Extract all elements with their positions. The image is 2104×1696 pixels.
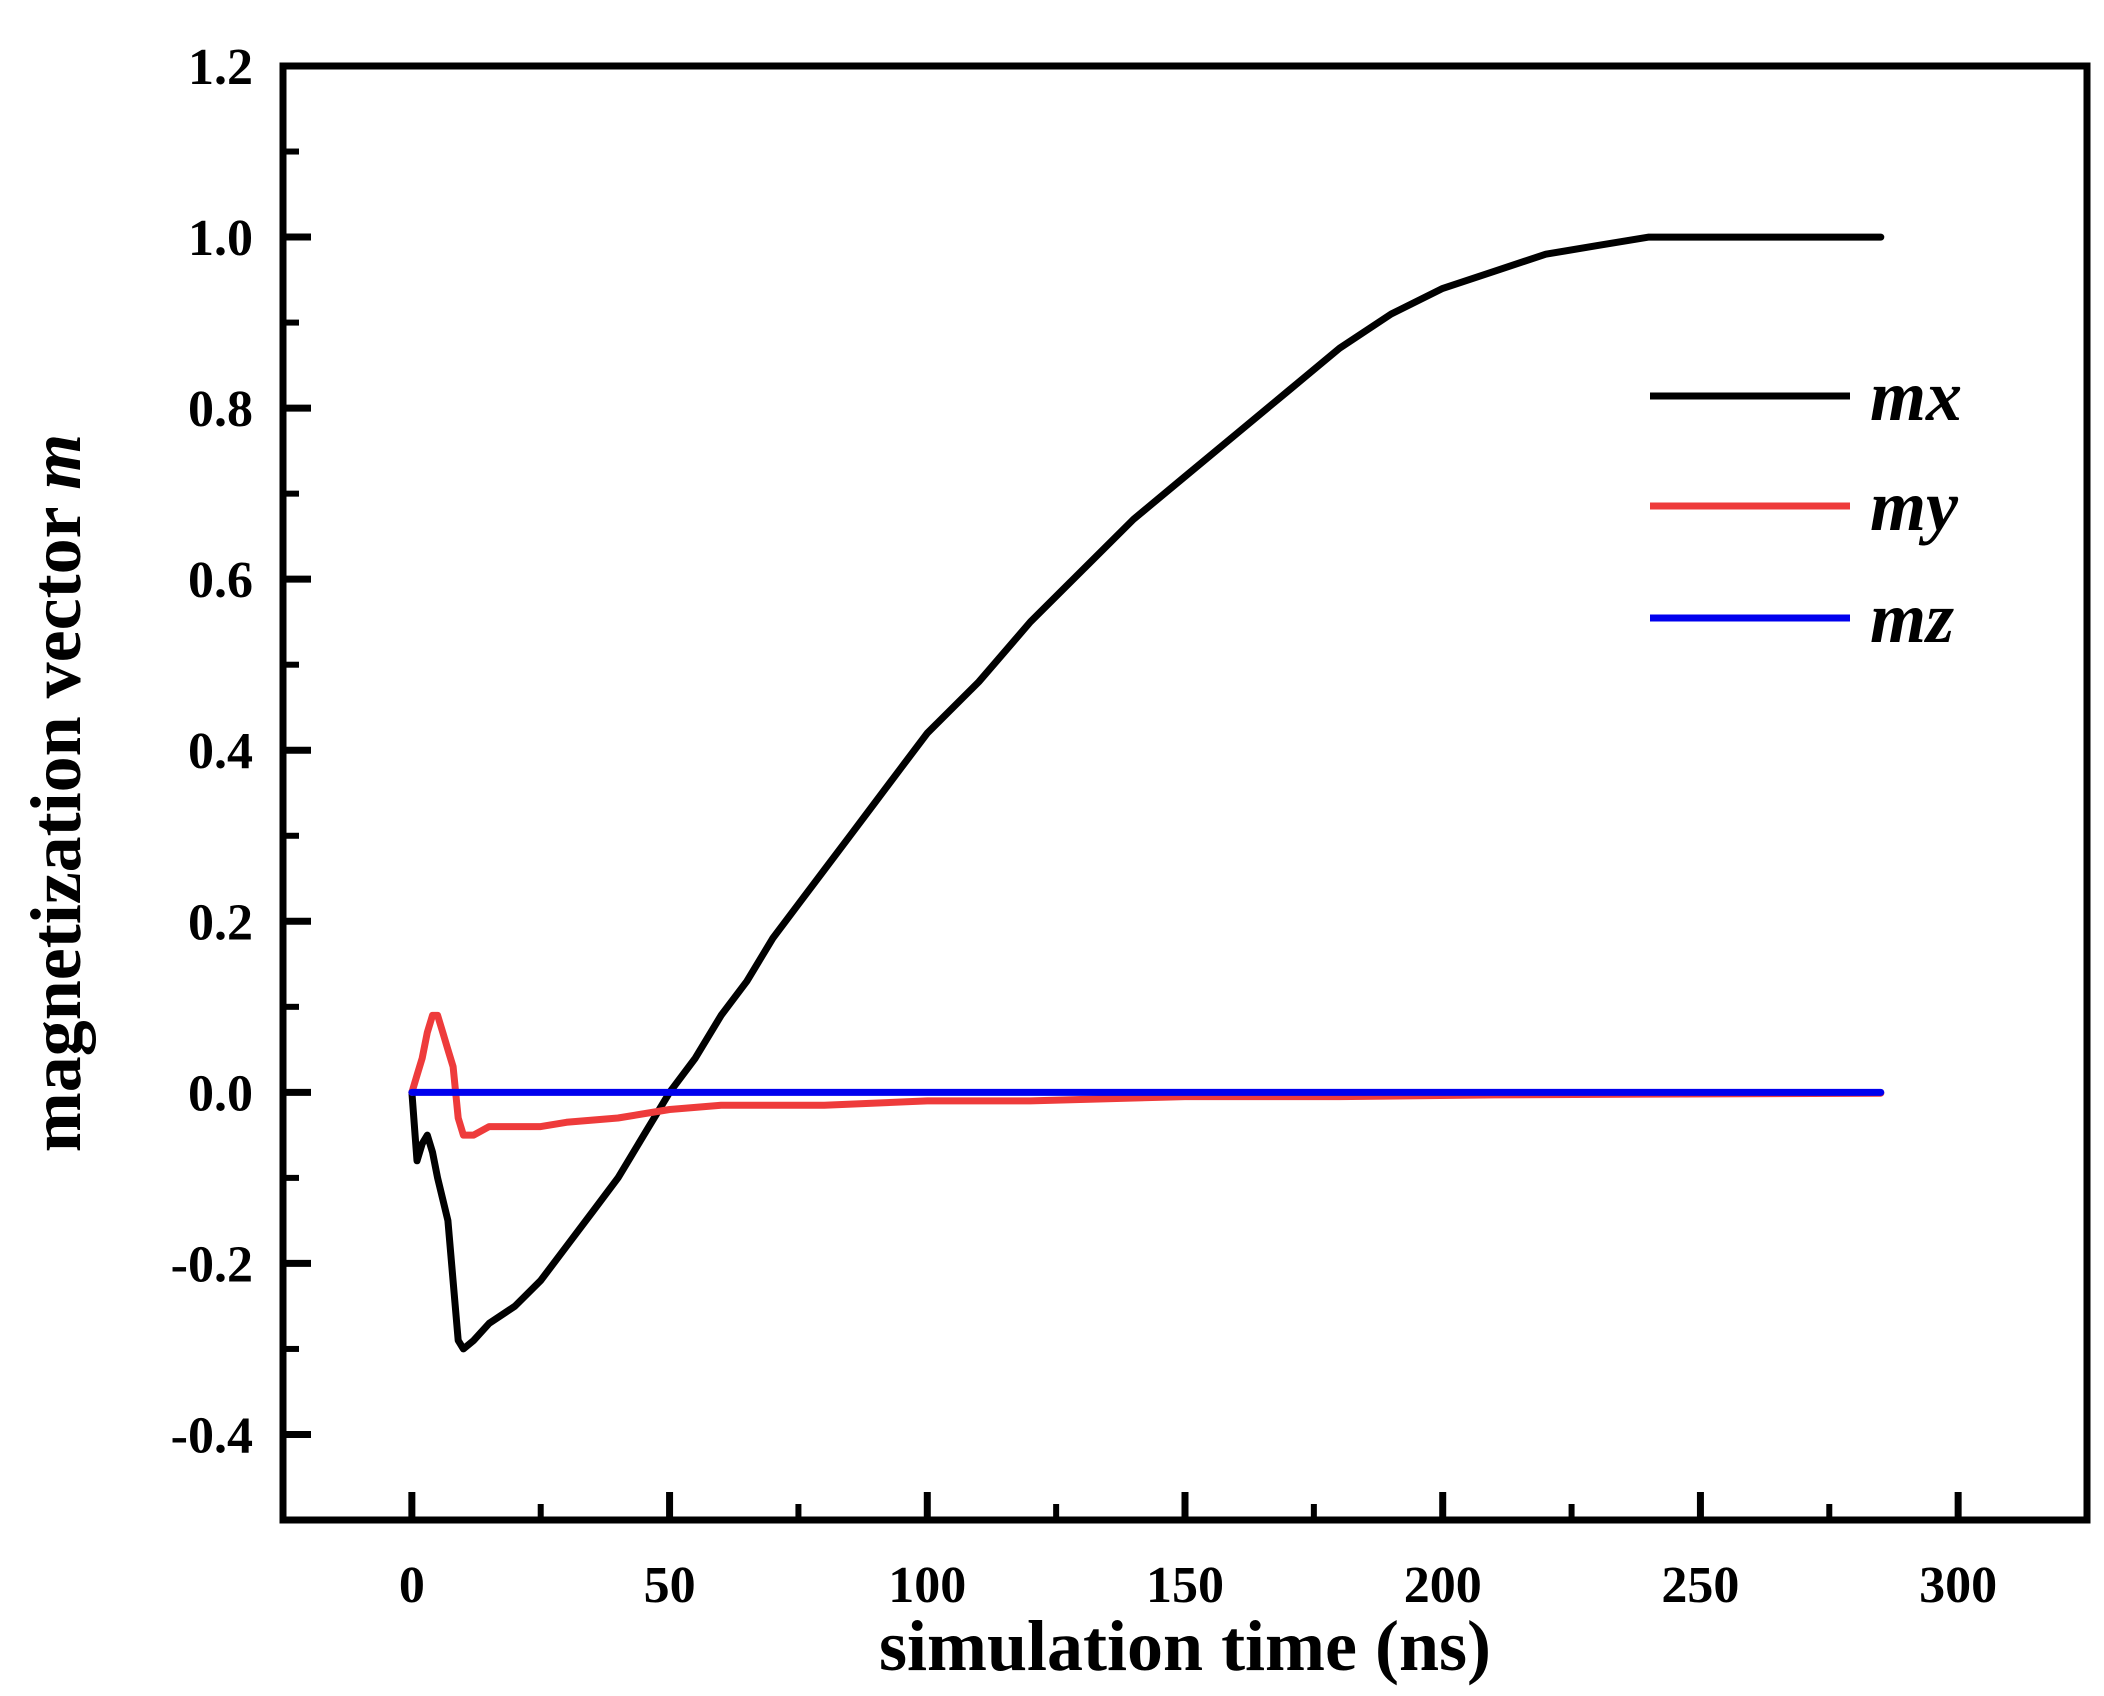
y-tick-label: 0.8	[188, 381, 253, 438]
x-tick-label: 50	[644, 1557, 696, 1614]
y-tick-label: 0.0	[188, 1065, 253, 1122]
x-tick-label: 150	[1146, 1557, 1224, 1614]
y-tick-label: 0.4	[188, 723, 253, 780]
series-line-mx	[408, 233, 1885, 1353]
y-axis-title-symbol: m	[16, 434, 96, 490]
y-axis-title: magnetization vector m	[16, 434, 96, 1153]
y-tick-label: 0.2	[188, 894, 253, 951]
legend: mx my mz	[1650, 356, 1962, 658]
x-tick-label: 0	[399, 1557, 425, 1614]
y-tick-label: -0.2	[171, 1236, 253, 1293]
legend-label-mz: mz	[1870, 578, 1954, 658]
series-lines	[408, 233, 1885, 1353]
y-tick-label: 1.2	[188, 39, 253, 96]
x-tick-label: 300	[1919, 1557, 1997, 1614]
x-tick-label: 200	[1404, 1557, 1482, 1614]
y-tick-label: -0.4	[171, 1407, 253, 1464]
plot-frame	[279, 62, 2091, 1524]
x-tick-label: 100	[888, 1557, 966, 1614]
y-axis-title-text: magnetization vector	[16, 490, 96, 1152]
legend-label-mx: mx	[1870, 356, 1962, 436]
x-axis-title: simulation time (ns)	[879, 1606, 1491, 1686]
x-tick-label: 250	[1661, 1557, 1739, 1614]
y-tick-label: 0.6	[188, 552, 253, 609]
legend-label-my: my	[1870, 466, 1959, 546]
series-line-my	[408, 1011, 1885, 1139]
y-tick-label: 1.0	[188, 210, 253, 267]
axis-ticks: -0.4 -0.2 0.0 0.2 0.4 0.6 0.8 1.0 1.2 0 50 100 150 20…	[171, 39, 1997, 1614]
